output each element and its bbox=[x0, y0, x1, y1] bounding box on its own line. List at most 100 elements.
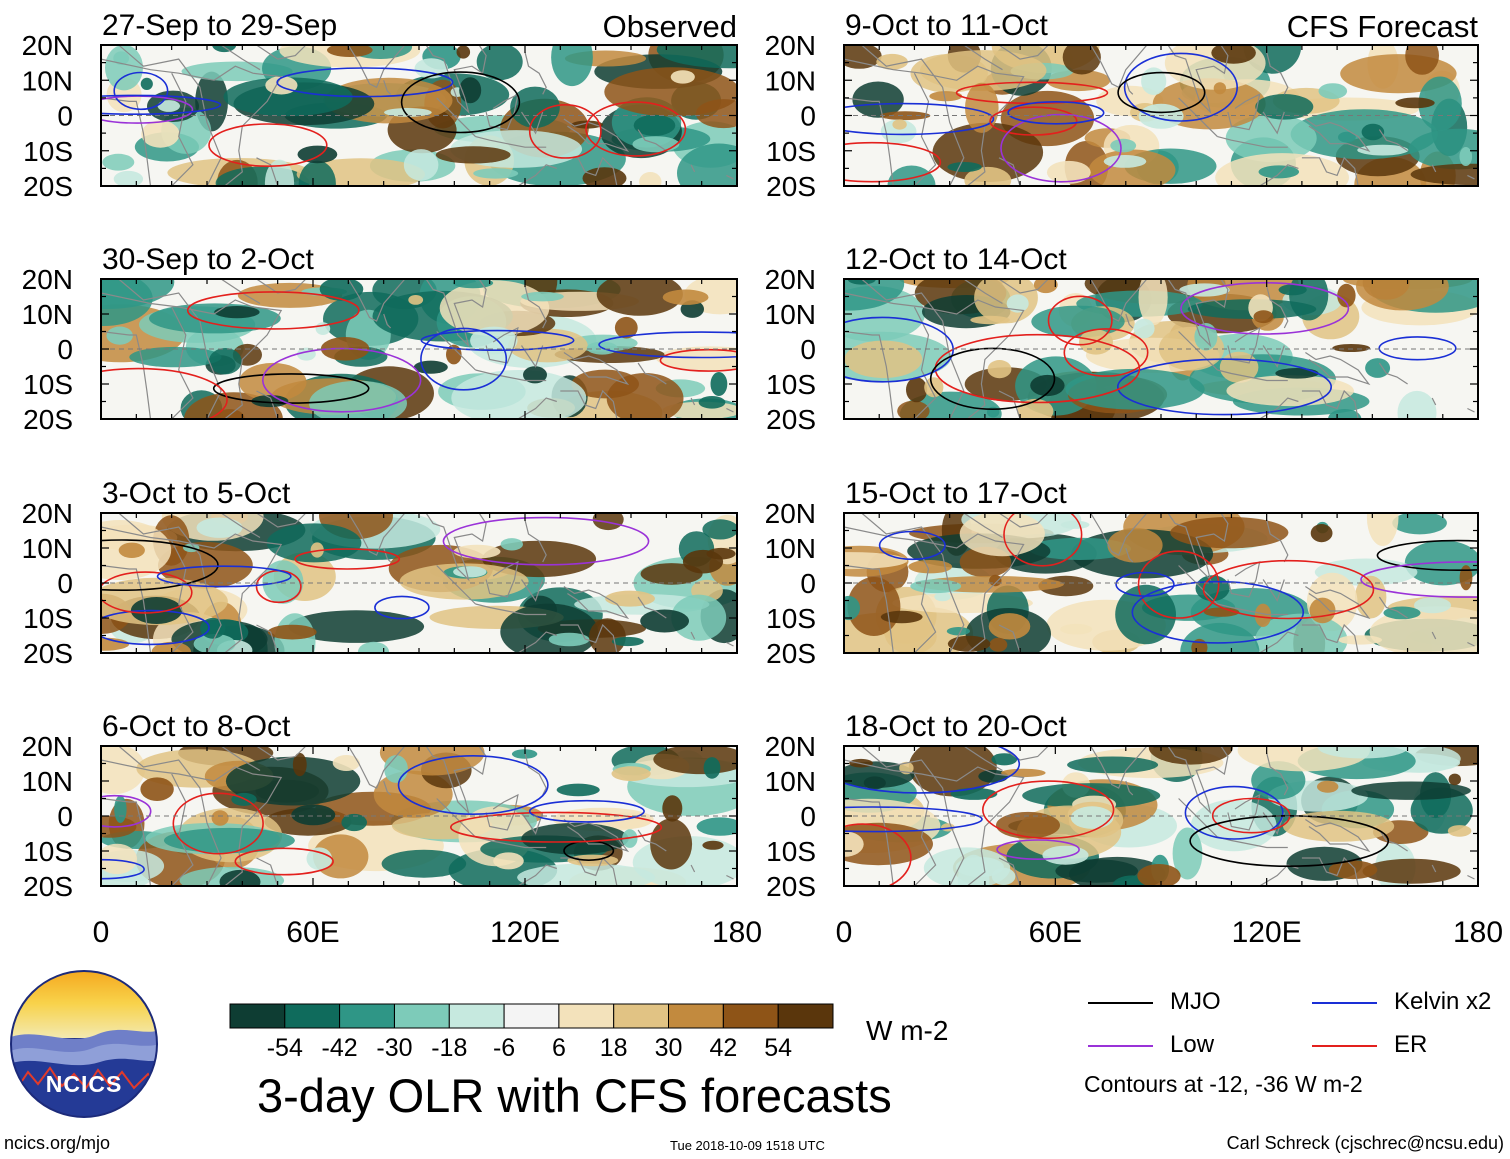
olr-anomaly bbox=[196, 517, 243, 538]
olr-anomaly bbox=[1225, 114, 1317, 163]
olr-anomaly bbox=[1254, 603, 1272, 627]
olr-anomaly bbox=[1365, 358, 1391, 378]
coastline bbox=[524, 519, 547, 563]
coastline bbox=[1167, 513, 1229, 582]
olr-anomaly bbox=[1060, 623, 1093, 635]
coastline bbox=[521, 579, 544, 602]
olr-anomaly bbox=[403, 149, 439, 181]
filter-contour bbox=[234, 847, 334, 876]
olr-anomaly bbox=[1317, 780, 1339, 793]
olr-anomaly bbox=[214, 409, 245, 419]
panel-title: 12-Oct to 14-Oct bbox=[845, 243, 1067, 276]
coastline bbox=[560, 156, 618, 186]
coastline bbox=[844, 97, 894, 186]
olr-anomaly bbox=[456, 45, 471, 59]
panel-title: 15-Oct to 17-Oct bbox=[845, 477, 1067, 510]
olr-anomaly bbox=[910, 579, 962, 594]
olr-anomaly bbox=[633, 114, 676, 136]
olr-anomaly bbox=[611, 766, 651, 782]
coastline bbox=[963, 513, 1003, 539]
y-tick-label: 0 bbox=[57, 801, 73, 832]
olr-panel: 20N 10N 0 10S 20S 9-Oct to 11-Oct bbox=[765, 9, 1479, 202]
colorbar-segment bbox=[394, 1003, 450, 1029]
coastline bbox=[913, 306, 937, 419]
olr-anomaly bbox=[1448, 773, 1462, 786]
y-tick-label: 20N bbox=[22, 264, 73, 295]
y-tick-label: 10N bbox=[22, 533, 73, 564]
olr-anomaly bbox=[1332, 344, 1371, 352]
coastline bbox=[1266, 752, 1289, 796]
coastline bbox=[998, 746, 1049, 761]
olr-anomaly bbox=[357, 641, 390, 653]
coastline bbox=[1378, 596, 1408, 619]
coastline bbox=[563, 585, 630, 620]
coastline bbox=[118, 513, 222, 653]
x-tick-label: 120E bbox=[1232, 916, 1302, 949]
y-tick-label: 20N bbox=[765, 498, 816, 529]
coastline bbox=[1245, 164, 1299, 186]
coastline bbox=[1378, 829, 1408, 852]
y-tick-label: 10S bbox=[23, 836, 73, 867]
olr-anomaly bbox=[964, 166, 1012, 186]
y-tick-label: 20N bbox=[765, 731, 816, 762]
olr-anomaly bbox=[988, 613, 1031, 640]
logo-text: NCICS bbox=[46, 1071, 123, 1097]
y-tick-label: 20S bbox=[766, 638, 816, 669]
olr-anomaly bbox=[879, 111, 931, 121]
filter-contour bbox=[1063, 328, 1149, 377]
coastline bbox=[521, 812, 544, 835]
filter-contour bbox=[598, 331, 737, 359]
olr-anomaly bbox=[996, 811, 1060, 839]
y-tick-label: 0 bbox=[800, 801, 816, 832]
coastline bbox=[337, 279, 406, 322]
filter-contour bbox=[1007, 101, 1105, 125]
olr-anomaly bbox=[1170, 516, 1289, 549]
olr-anomaly bbox=[1356, 279, 1449, 311]
x-tick-label: 60E bbox=[286, 916, 339, 949]
olr-anomaly bbox=[596, 279, 683, 316]
filter-contour bbox=[659, 348, 737, 372]
olr-anomaly bbox=[702, 840, 724, 850]
olr-anomaly bbox=[1447, 825, 1472, 837]
colorbar-segment bbox=[558, 1003, 615, 1029]
olr-anomaly bbox=[604, 67, 737, 117]
olr-anomaly bbox=[1397, 390, 1437, 419]
y-tick-label: 20S bbox=[23, 871, 73, 902]
olr-anomaly bbox=[118, 542, 145, 558]
olr-panel: 20N 10N 0 10S 20S 3-Oct to 5-Oct bbox=[22, 477, 738, 669]
filter-contour bbox=[528, 103, 602, 159]
olr-anomaly bbox=[1318, 83, 1348, 99]
filter-contour bbox=[1047, 295, 1113, 346]
filter-contour bbox=[1137, 550, 1220, 619]
filter-contour bbox=[172, 792, 264, 855]
coastline bbox=[1467, 407, 1475, 413]
olr-anomaly bbox=[880, 610, 923, 624]
coastline bbox=[637, 362, 667, 385]
olr-anomaly bbox=[989, 637, 1008, 652]
coastline bbox=[1305, 118, 1371, 152]
olr-anomaly bbox=[1395, 97, 1435, 109]
coastline bbox=[1266, 51, 1289, 95]
coastline bbox=[963, 279, 1003, 305]
olr-anomaly bbox=[413, 360, 448, 374]
olr-anomaly bbox=[844, 761, 915, 788]
filter-contour bbox=[1184, 785, 1284, 840]
x-tick-label: 0 bbox=[93, 916, 110, 949]
olr-anomaly bbox=[1405, 45, 1439, 75]
olr-anomaly bbox=[1410, 163, 1478, 186]
y-tick-label: 20S bbox=[766, 404, 816, 435]
olr-anomaly bbox=[1278, 284, 1307, 296]
olr-anomaly bbox=[1414, 597, 1451, 614]
olr-anomaly bbox=[493, 852, 524, 870]
coastline bbox=[220, 746, 261, 772]
coastline bbox=[913, 72, 937, 186]
olr-anomaly bbox=[439, 280, 550, 337]
filter-contour bbox=[989, 106, 1078, 136]
olr-anomaly bbox=[215, 166, 310, 186]
olr-anomaly bbox=[698, 396, 726, 409]
olr-anomaly bbox=[101, 746, 146, 795]
olr-anomaly bbox=[1211, 45, 1256, 64]
coastline bbox=[101, 564, 152, 653]
olr-anomaly bbox=[605, 590, 655, 607]
